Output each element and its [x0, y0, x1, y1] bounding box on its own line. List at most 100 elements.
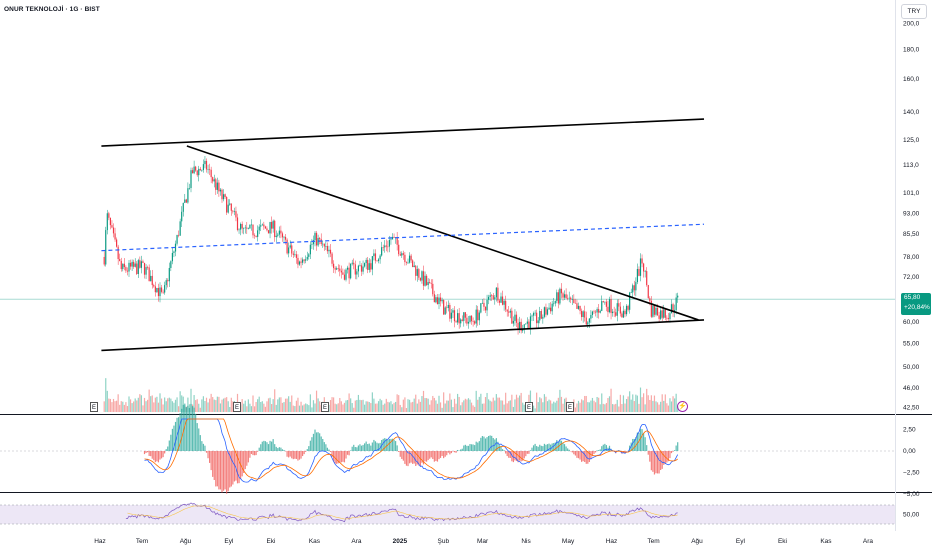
time-axis[interactable]: Haz Tem Ağu Eyl Eki Kas Ara 2025 Şub Mar Nis May Haz…	[94, 538, 873, 545]
earnings-badge[interactable]: E	[566, 402, 574, 412]
volume-bar	[588, 402, 590, 412]
candle-body	[346, 267, 349, 270]
candle-body	[418, 269, 420, 278]
volume-bar	[204, 400, 206, 412]
candle-body	[498, 300, 501, 303]
candle-body	[150, 275, 152, 282]
candle-body	[289, 245, 291, 248]
candle-body	[416, 269, 418, 276]
candle-body	[444, 307, 446, 315]
candle-body	[625, 305, 628, 315]
volume-bar	[337, 403, 339, 412]
volume-bar	[421, 396, 423, 412]
macd-histogram-bar	[602, 444, 604, 451]
candle-body	[430, 283, 432, 284]
volume-bar	[506, 403, 508, 412]
candle-body	[613, 311, 615, 313]
volume-bar	[436, 403, 439, 412]
macd-histogram-bar	[227, 451, 229, 492]
volume-bar	[289, 401, 291, 412]
currency-button[interactable]: TRY	[901, 4, 927, 19]
candle-body	[534, 312, 536, 314]
candle-body	[319, 238, 321, 240]
volume-bar	[346, 400, 349, 412]
volume-bar	[277, 399, 279, 412]
macd-histogram-bar	[593, 451, 595, 454]
volume-bar	[638, 403, 640, 412]
candle-body	[187, 188, 189, 203]
volume-bar	[294, 406, 296, 412]
grid-lines	[0, 0, 932, 531]
candle-body	[539, 311, 541, 321]
macd-histogram-bar	[337, 451, 339, 464]
macd-histogram-bar	[519, 451, 521, 461]
volume-bar	[241, 399, 243, 412]
candle-body	[106, 213, 108, 231]
volume-bar	[157, 402, 160, 412]
volume-bar	[497, 397, 499, 412]
macd-histogram-bar	[574, 451, 577, 456]
macd-histogram-bar	[244, 451, 246, 470]
time-tick-label: Haz	[606, 538, 618, 545]
earnings-badge[interactable]: E	[525, 402, 533, 412]
macd-histogram-bar	[173, 425, 175, 451]
rsi-pane: 50,00	[0, 502, 920, 525]
macd-histogram-bar	[350, 450, 352, 451]
volume-bar	[520, 392, 522, 412]
candle-body	[427, 282, 429, 286]
macd-histogram-bar	[410, 451, 412, 463]
macd-histogram-bar	[398, 451, 400, 452]
macd-histogram-bar	[534, 443, 536, 451]
volume-bar	[387, 401, 389, 412]
volume-bar	[443, 392, 445, 412]
candle-body	[402, 253, 404, 255]
candle-body	[202, 164, 205, 170]
candle-body	[388, 239, 391, 247]
volume-bar	[116, 400, 118, 412]
macd-histogram-bar	[543, 443, 546, 451]
trendline	[101, 319, 705, 352]
volume-bar	[542, 402, 544, 412]
volume-bar	[396, 394, 398, 412]
volume-bar	[357, 394, 360, 412]
macd-histogram-bar	[252, 451, 254, 456]
macd-histogram-bar	[343, 451, 346, 463]
macd-histogram-bar	[143, 451, 146, 455]
volume-bar	[439, 402, 442, 412]
price-axis[interactable]: 200,0 180,0 160,0 140,0 125,0 113,0 101,0 93,00…	[903, 20, 920, 411]
candle-body	[269, 222, 271, 234]
macd-histogram-bar	[295, 451, 298, 459]
earnings-badge[interactable]: E	[90, 402, 98, 412]
volume-bar	[478, 396, 480, 412]
macd-histogram-bar	[306, 449, 308, 451]
candle-body	[455, 321, 457, 323]
earnings-badge[interactable]: E	[321, 402, 329, 412]
candle-body	[435, 297, 437, 303]
volume-bar	[179, 391, 181, 412]
macd-histogram-bar	[674, 450, 676, 451]
candle-body	[639, 258, 642, 276]
candle-body	[286, 239, 288, 254]
lightning-icon[interactable]: ⚡	[677, 401, 688, 412]
candle-body	[137, 260, 139, 275]
macd-histogram-bar	[374, 441, 377, 451]
earnings-badge[interactable]: E	[233, 402, 241, 412]
time-tick-label: Eki	[266, 538, 275, 545]
candle-body	[108, 213, 110, 218]
volume-bar	[367, 401, 369, 412]
macd-histogram-bar	[253, 451, 256, 456]
volume-bar	[636, 395, 639, 412]
candle-body	[184, 199, 186, 203]
volume-bar	[339, 397, 341, 412]
candle-body	[548, 307, 550, 310]
macd-histogram-bar	[314, 429, 316, 451]
trendline-drawings[interactable]	[101, 118, 705, 352]
candle-body	[342, 272, 344, 275]
volume-bar	[264, 406, 267, 412]
candle-body	[429, 282, 431, 284]
candle-body	[554, 300, 556, 304]
candle-body	[168, 267, 170, 282]
candle-body	[331, 253, 333, 264]
candle-body	[140, 261, 143, 268]
